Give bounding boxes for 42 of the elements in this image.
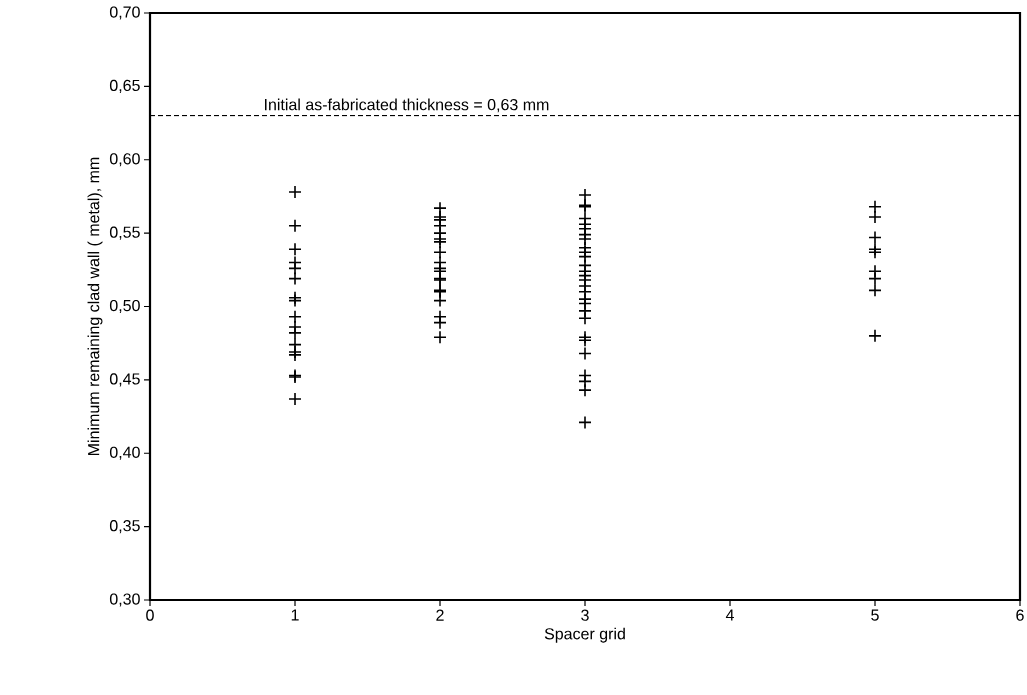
point — [288, 326, 302, 340]
point — [868, 271, 882, 286]
point — [868, 230, 882, 245]
x-tick-label: 1 — [291, 609, 299, 621]
y-tick-label: 0,65 — [109, 79, 140, 93]
y-tick-label: 0,55 — [109, 226, 140, 240]
x-tick-label: 3 — [581, 609, 589, 621]
point — [288, 261, 302, 276]
point — [868, 329, 882, 343]
point — [868, 199, 882, 214]
x-tick-label: 4 — [725, 609, 734, 621]
point — [433, 293, 447, 308]
point — [288, 218, 302, 233]
ref-line-label: Initial as-fabricated thickness = 0,63 mm — [265, 98, 549, 113]
point — [288, 242, 302, 257]
y-tick-label: 0,60 — [109, 153, 140, 167]
point — [578, 188, 592, 202]
point — [288, 271, 302, 286]
point — [433, 315, 447, 330]
point — [578, 383, 592, 397]
point — [868, 283, 882, 298]
y-tick-label: 0,45 — [109, 373, 140, 387]
x-tick-label: 0 — [146, 609, 154, 621]
point — [288, 185, 302, 199]
point — [433, 245, 447, 259]
y-tick-label: 0,50 — [109, 299, 140, 314]
point — [868, 210, 882, 224]
y-tick-label: 0,70 — [109, 6, 140, 20]
point — [578, 346, 592, 361]
y-axis-title: Minimum remaining clad wall ( metal), mm — [87, 157, 103, 455]
y-tick-label: 0,40 — [109, 446, 140, 460]
y-tick-label: 0,30 — [109, 593, 140, 607]
x-axis-title: Spacer grid — [544, 627, 625, 643]
point — [288, 309, 302, 324]
x-tick-label: 6 — [1016, 609, 1024, 621]
point — [433, 330, 447, 345]
point — [578, 415, 592, 430]
y-tick-label: 0,35 — [109, 520, 140, 534]
x-tick-label: 2 — [436, 609, 444, 621]
point — [578, 311, 592, 326]
x-tick-label: 5 — [871, 609, 879, 621]
point — [288, 392, 302, 406]
